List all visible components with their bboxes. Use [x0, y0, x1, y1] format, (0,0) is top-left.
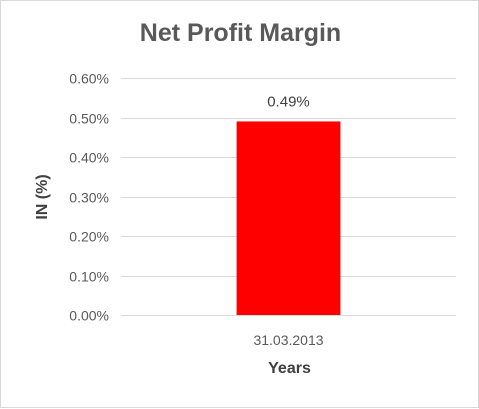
y-tick-label: 0.40%	[69, 150, 109, 166]
x-axis-title: Years	[268, 360, 311, 377]
bar	[236, 121, 341, 315]
y-tick-label: 0.10%	[69, 269, 109, 285]
x-tick-label: 31.03.2013	[253, 332, 323, 348]
y-tick-label: 0.50%	[69, 111, 109, 127]
y-tick-label: 0.20%	[69, 229, 109, 245]
y-tick-label: 0.60%	[69, 71, 109, 87]
y-tick-label: 0.00%	[69, 308, 109, 324]
y-tick-label: 0.30%	[69, 190, 109, 206]
chart-title: Net Profit Margin	[139, 19, 342, 47]
data-label: 0.49%	[267, 93, 310, 110]
